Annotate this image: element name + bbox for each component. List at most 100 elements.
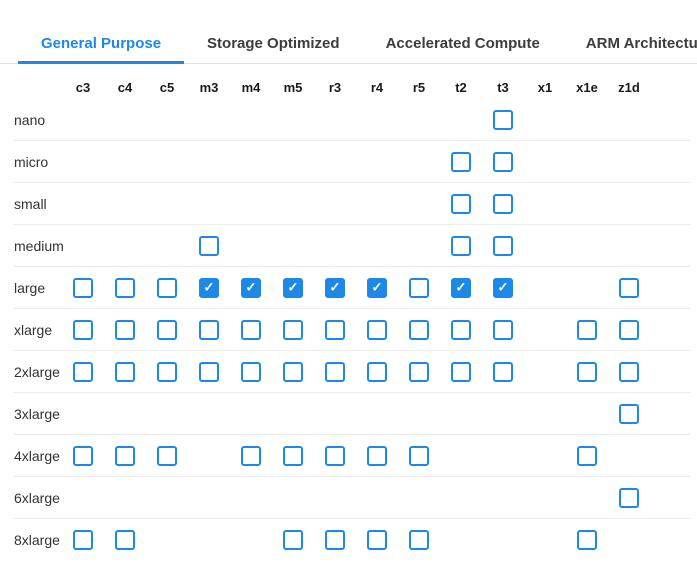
checkbox-xlarge-r3[interactable] (325, 319, 345, 340)
checkbox-2xlarge-r3[interactable] (325, 361, 345, 382)
checkbox-large-m4[interactable]: ✓ (241, 277, 261, 298)
checkbox-8xlarge-x1e[interactable] (577, 529, 597, 550)
cell-large-t2: ✓ (440, 267, 482, 308)
checkbox-2xlarge-m4[interactable] (241, 361, 261, 382)
cell-3xlarge-x1e (566, 393, 608, 434)
checkbox-small-t2[interactable] (451, 193, 471, 214)
checkbox-2xlarge-m5[interactable] (283, 361, 303, 382)
cell-2xlarge-r4 (356, 351, 398, 392)
checkbox-4xlarge-m4[interactable] (241, 445, 261, 466)
checkbox-8xlarge-r3[interactable] (325, 529, 345, 550)
cell-2xlarge-x1e (566, 351, 608, 392)
checkbox-medium-t3[interactable] (493, 235, 513, 256)
checkbox-2xlarge-c3[interactable] (73, 361, 93, 382)
checkbox-2xlarge-m3[interactable] (199, 361, 219, 382)
cell-micro-m5 (272, 141, 314, 182)
checkbox-2xlarge-t3[interactable] (493, 361, 513, 382)
checkbox-large-c4[interactable] (115, 277, 135, 298)
cell-6xlarge-t3 (482, 477, 524, 518)
cell-small-r3 (314, 183, 356, 224)
checkbox-8xlarge-c3[interactable] (73, 529, 93, 550)
checkbox-2xlarge-c4[interactable] (115, 361, 135, 382)
cell-xlarge-c4 (104, 309, 146, 350)
checkbox-2xlarge-z1d[interactable] (619, 361, 639, 382)
checkbox-2xlarge-r5[interactable] (409, 361, 429, 382)
checkbox-micro-t2[interactable] (451, 151, 471, 172)
checkbox-large-m3[interactable]: ✓ (199, 277, 219, 298)
checkbox-4xlarge-r3[interactable] (325, 445, 345, 466)
checkbox-4xlarge-c3[interactable] (73, 445, 93, 466)
cell-8xlarge-x1 (524, 519, 566, 560)
checkbox-medium-m3[interactable] (199, 235, 219, 256)
checkbox-8xlarge-c4[interactable] (115, 529, 135, 550)
grid-row-8xlarge: 8xlarge (14, 518, 690, 560)
checkbox-xlarge-x1e[interactable] (577, 319, 597, 340)
checkbox-large-r4[interactable]: ✓ (367, 277, 387, 298)
checkbox-8xlarge-r5[interactable] (409, 529, 429, 550)
checkbox-large-c5[interactable] (157, 277, 177, 298)
cell-small-x1 (524, 183, 566, 224)
column-header-r5: r5 (412, 79, 426, 95)
tab-arm-architecture[interactable]: ARM Architecture (563, 24, 697, 63)
checkbox-xlarge-m5[interactable] (283, 319, 303, 340)
checkbox-xlarge-z1d[interactable] (619, 319, 639, 340)
checkbox-large-r5[interactable] (409, 277, 429, 298)
tab-accelerated-compute[interactable]: Accelerated Compute (363, 24, 563, 63)
checkbox-xlarge-c5[interactable] (157, 319, 177, 340)
grid-row-xlarge: xlarge (14, 308, 690, 350)
checkbox-large-m5[interactable]: ✓ (283, 277, 303, 298)
cell-3xlarge-m3 (188, 393, 230, 434)
checkbox-2xlarge-c5[interactable] (157, 361, 177, 382)
checkbox-large-r3[interactable]: ✓ (325, 277, 345, 298)
cell-micro-c4 (104, 141, 146, 182)
checkbox-large-z1d[interactable] (619, 277, 639, 298)
checkbox-xlarge-m3[interactable] (199, 319, 219, 340)
grid-row-small: small (14, 182, 690, 224)
checkbox-3xlarge-z1d[interactable] (619, 403, 639, 424)
checkbox-4xlarge-x1e[interactable] (577, 445, 597, 466)
checkbox-2xlarge-r4[interactable] (367, 361, 387, 382)
checkbox-xlarge-r5[interactable] (409, 319, 429, 340)
tab-general-purpose[interactable]: General Purpose (18, 24, 185, 64)
checkbox-4xlarge-c5[interactable] (157, 445, 177, 466)
cell-4xlarge-z1d (608, 435, 650, 476)
cell-nano-m5 (272, 99, 314, 140)
grid-row-medium: medium (14, 224, 690, 266)
checkbox-medium-t2[interactable] (451, 235, 471, 256)
checkbox-4xlarge-r4[interactable] (367, 445, 387, 466)
column-header-m4: m4 (241, 79, 261, 95)
checkbox-xlarge-t3[interactable] (493, 319, 513, 340)
column-header-t2: t2 (455, 79, 467, 95)
checkbox-xlarge-c4[interactable] (115, 319, 135, 340)
checkbox-large-t3[interactable]: ✓ (493, 277, 513, 298)
checkbox-xlarge-t2[interactable] (451, 319, 471, 340)
checkbox-xlarge-c3[interactable] (73, 319, 93, 340)
checkbox-4xlarge-m5[interactable] (283, 445, 303, 466)
checkbox-8xlarge-m5[interactable] (283, 529, 303, 550)
checkbox-large-t2[interactable]: ✓ (451, 277, 471, 298)
checkbox-2xlarge-t2[interactable] (451, 361, 471, 382)
checkbox-nano-t3[interactable] (493, 109, 513, 130)
checkbox-xlarge-r4[interactable] (367, 319, 387, 340)
checkmark-icon: ✓ (245, 279, 257, 295)
cell-3xlarge-x1 (524, 393, 566, 434)
checkbox-small-t3[interactable] (493, 193, 513, 214)
checkbox-4xlarge-r5[interactable] (409, 445, 429, 466)
tab-storage-optimized[interactable]: Storage Optimized (184, 24, 363, 63)
cell-xlarge-x1 (524, 309, 566, 350)
checkbox-large-c3[interactable] (73, 277, 93, 298)
grid-row-6xlarge: 6xlarge (14, 476, 690, 518)
cell-nano-c5 (146, 99, 188, 140)
cell-micro-c3 (62, 141, 104, 182)
checkbox-8xlarge-r4[interactable] (367, 529, 387, 550)
cell-4xlarge-t2 (440, 435, 482, 476)
cell-large-r5 (398, 267, 440, 308)
cell-8xlarge-t2 (440, 519, 482, 560)
checkbox-4xlarge-c4[interactable] (115, 445, 135, 466)
checkbox-micro-t3[interactable] (493, 151, 513, 172)
checkbox-6xlarge-z1d[interactable] (619, 487, 639, 508)
column-header-x1e: x1e (576, 79, 598, 95)
checkbox-2xlarge-x1e[interactable] (577, 361, 597, 382)
row-label-micro: micro (14, 153, 49, 170)
checkbox-xlarge-m4[interactable] (241, 319, 261, 340)
